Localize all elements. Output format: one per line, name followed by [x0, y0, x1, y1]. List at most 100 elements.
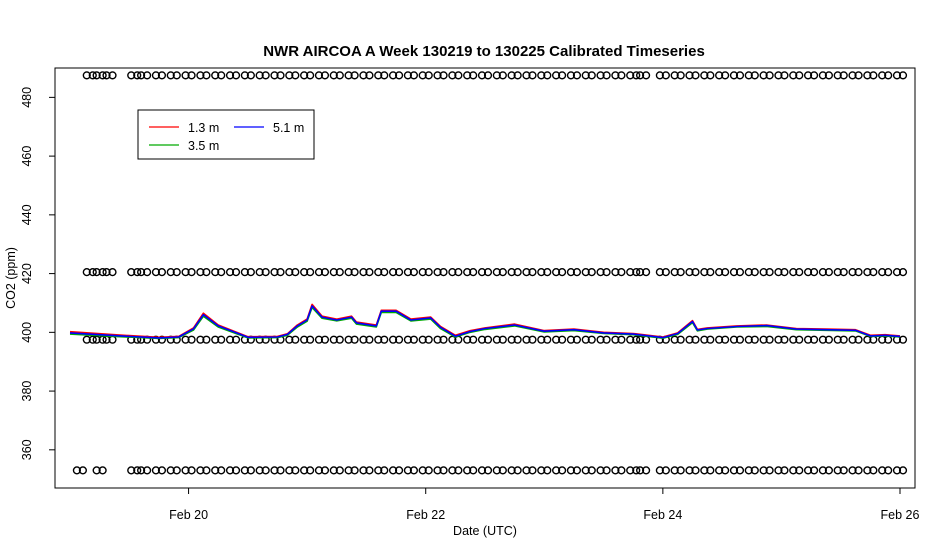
marker-3-20-1	[394, 466, 404, 475]
marker-2-27-1	[483, 335, 493, 344]
marker-3-53-1	[884, 466, 893, 475]
x-tick-label-1: Feb 22	[406, 508, 445, 522]
marker-2-46-0	[759, 335, 768, 344]
marker-1-53-0	[863, 268, 872, 277]
marker-3-9-1	[231, 466, 241, 475]
marker-1-48-0	[789, 268, 798, 277]
marker-1-15-1	[306, 268, 315, 277]
series-line-3-5-m	[69, 306, 901, 340]
legend: 1.3 m 3.5 m 5.1 m	[137, 109, 315, 160]
legend-label-1-3m: 1.3 m	[188, 121, 219, 135]
marker-1-31-1	[543, 268, 552, 277]
marker-1-33-0	[566, 268, 576, 277]
marker-3-21-1	[409, 466, 418, 475]
marker-0-22-0	[403, 71, 412, 80]
marker-1-24-1	[439, 268, 448, 277]
marker-rows	[72, 71, 908, 475]
legend-label-5-1m: 5.1 m	[273, 121, 304, 135]
marker-0-28-0	[492, 71, 501, 80]
marker-0-19-0	[359, 71, 368, 80]
marker-2-7-0	[181, 335, 190, 344]
marker-0-37-0	[626, 71, 635, 80]
marker-2-48-1	[795, 335, 804, 344]
marker-1-10-0	[225, 268, 235, 277]
marker-2-37-0	[626, 335, 635, 344]
marker-3-19-1	[380, 466, 389, 475]
marker-1-51-1	[839, 268, 848, 277]
series-line-5-1-m	[69, 305, 901, 339]
marker-1-15-0	[300, 268, 309, 277]
marker-0-30-0	[522, 71, 531, 80]
marker-0-4-0	[137, 71, 146, 80]
marker-1-10-1	[231, 268, 241, 277]
marker-3-21-0	[403, 466, 412, 475]
marker-1-22-1	[409, 268, 418, 277]
marker-1-11-0	[240, 268, 249, 277]
marker-0-7-0	[181, 71, 190, 80]
marker-2-21-1	[394, 335, 404, 344]
marker-0-1-0	[92, 71, 101, 80]
marker-2-17-0	[329, 335, 338, 344]
marker-2-20-0	[374, 335, 383, 344]
marker-0-26-0	[463, 71, 472, 80]
marker-2-14-1	[291, 335, 300, 344]
marker-1-30-0	[522, 268, 531, 277]
x-tick-label-2: Feb 24	[643, 508, 682, 522]
marker-2-24-1	[439, 335, 448, 344]
marker-3-29-0	[522, 466, 531, 475]
marker-3-28-0	[507, 466, 516, 475]
marker-0-44-1	[735, 71, 745, 80]
marker-1-52-1	[854, 268, 863, 277]
marker-2-5-1	[157, 335, 167, 344]
marker-3-40-0	[685, 466, 694, 475]
marker-3-47-1	[795, 466, 804, 475]
marker-2-43-0	[715, 335, 724, 344]
marker-2-14-0	[285, 335, 294, 344]
marker-3-50-0	[833, 466, 842, 475]
marker-0-19-1	[365, 71, 374, 80]
marker-0-9-1	[217, 71, 226, 80]
marker-1-55-0	[892, 268, 902, 277]
marker-3-6-1	[187, 466, 196, 475]
marker-2-0-0	[82, 335, 91, 344]
marker-1-19-0	[359, 268, 368, 277]
marker-2-51-0	[833, 335, 842, 344]
marker-2-30-0	[522, 335, 531, 344]
marker-2-30-1	[528, 335, 537, 344]
marker-0-52-1	[854, 71, 863, 80]
marker-2-50-1	[824, 335, 833, 344]
marker-1-16-1	[320, 268, 330, 277]
marker-0-53-0	[863, 71, 872, 80]
marker-3-31-0	[552, 466, 561, 475]
marker-0-50-1	[824, 71, 833, 80]
marker-3-19-0	[374, 466, 383, 475]
marker-0-23-1	[424, 71, 433, 80]
y-axis: 360 380 400 420 440 460 480	[20, 87, 55, 460]
marker-3-12-1	[276, 466, 285, 475]
marker-0-41-0	[685, 71, 694, 80]
marker-0-2-1	[108, 71, 117, 80]
marker-2-15-0	[300, 335, 309, 344]
marker-3-39-0	[670, 466, 679, 475]
marker-2-9-1	[217, 335, 226, 344]
marker-0-48-0	[789, 71, 798, 80]
marker-1-35-1	[602, 268, 611, 277]
marker-3-16-0	[329, 466, 338, 475]
marker-1-41-1	[691, 268, 700, 277]
marker-2-44-1	[735, 335, 745, 344]
marker-3-43-0	[729, 466, 739, 475]
marker-1-6-1	[172, 268, 181, 277]
marker-1-46-1	[765, 268, 774, 277]
marker-0-36-1	[617, 71, 626, 80]
marker-3-33-0	[581, 466, 590, 475]
marker-2-45-0	[744, 335, 753, 344]
marker-0-24-0	[433, 71, 442, 80]
marker-1-9-0	[211, 268, 220, 277]
marker-3-32-0	[566, 466, 576, 475]
marker-3-4-1	[157, 466, 167, 475]
marker-2-44-0	[729, 335, 739, 344]
marker-2-47-1	[780, 335, 789, 344]
marker-2-52-1	[854, 335, 863, 344]
marker-1-8-0	[196, 268, 205, 277]
marker-0-8-1	[202, 71, 211, 80]
